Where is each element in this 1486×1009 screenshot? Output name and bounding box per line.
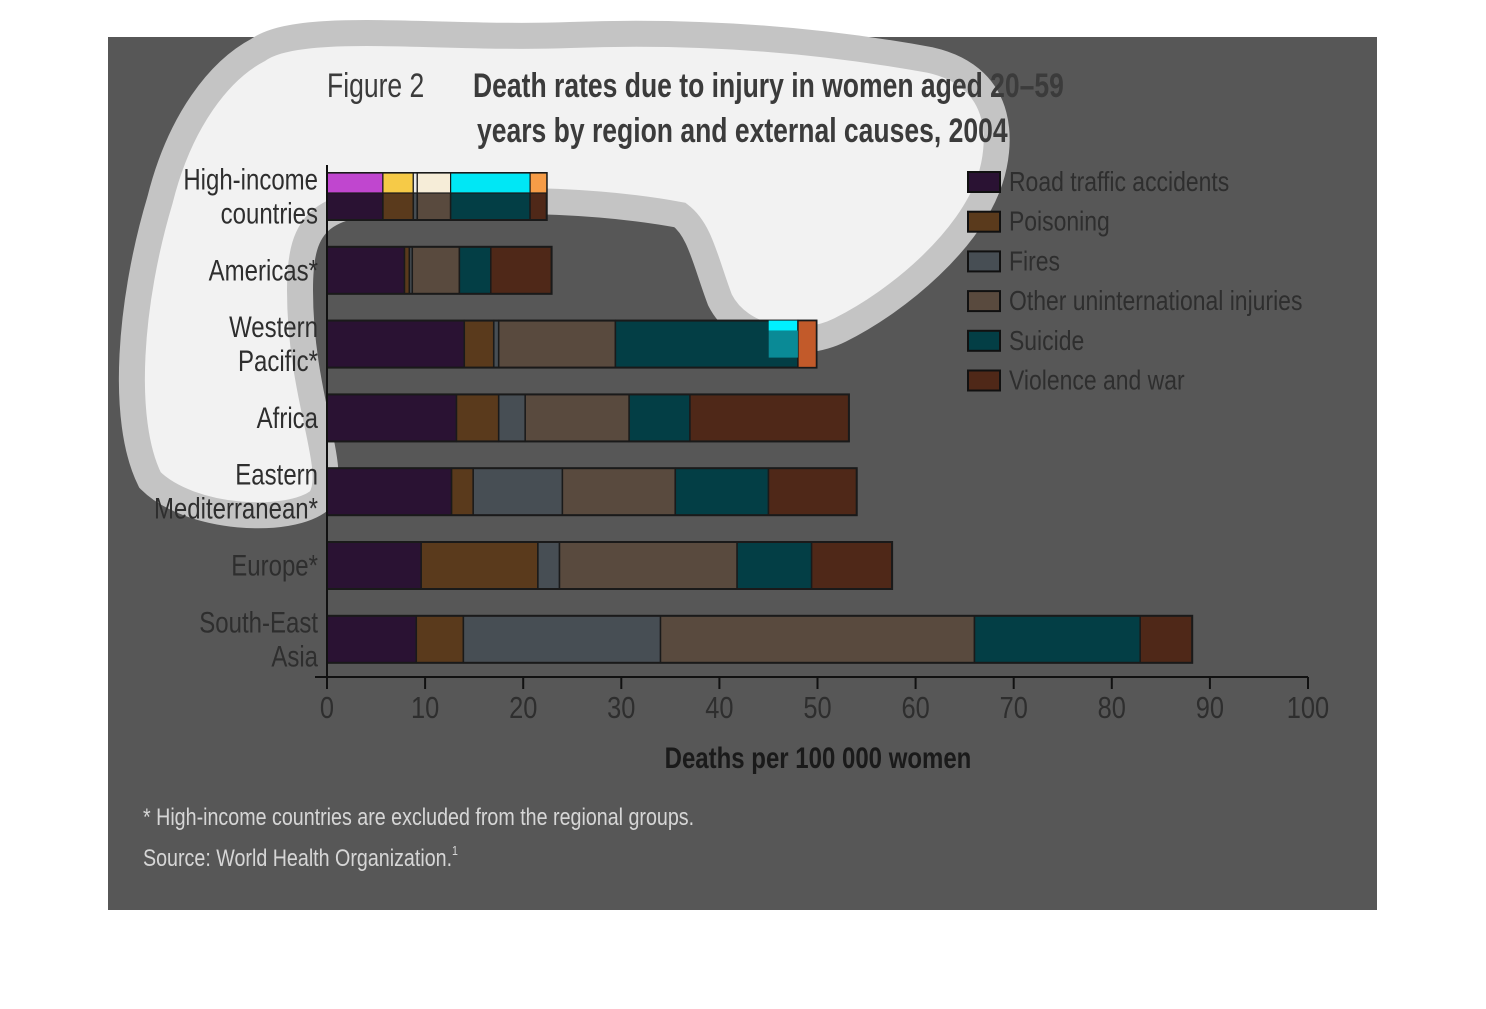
bar-segment <box>497 393 526 443</box>
x-axis: 0 10 20 30 40 50 60 70 80 90 100 <box>315 165 1329 726</box>
bar-segment-highlight <box>326 172 384 194</box>
source-note: Source: World Health Organization.1 <box>143 843 458 871</box>
legend-swatch <box>967 290 1001 313</box>
bar-segment <box>326 319 466 369</box>
spotlight-highlights <box>326 172 818 369</box>
bar-segment <box>558 541 738 590</box>
x-tick-label: 30 <box>607 691 635 726</box>
x-tick-label: 20 <box>509 691 537 726</box>
bar-segment <box>326 467 453 516</box>
legend-label: Violence and war <box>1009 365 1185 396</box>
bars-group <box>326 172 1194 664</box>
legend-label: Other uninternational injuries <box>1009 286 1302 317</box>
legend: Road traffic accidents Poisoning Fires Othe… <box>967 167 1302 396</box>
footnote: * High-income countries are excluded fro… <box>143 803 694 830</box>
bar-segment <box>524 393 630 443</box>
bar-segment <box>810 541 893 590</box>
legend-label: Poisoning <box>1009 207 1110 238</box>
bar-segment <box>472 467 564 516</box>
bar-segment <box>462 615 662 664</box>
bar-segment <box>659 615 976 664</box>
bar-segment <box>1139 615 1193 664</box>
bar-segment <box>561 467 676 516</box>
x-tick-label: 10 <box>411 691 439 726</box>
x-tick-label: 70 <box>1000 691 1028 726</box>
bar-segment <box>411 246 461 295</box>
bar-segment-highlight <box>529 172 548 194</box>
category-label: High-income <box>183 162 318 196</box>
x-tick-label: 100 <box>1287 691 1329 726</box>
bar-segment <box>326 246 406 295</box>
bar-segment <box>497 319 617 369</box>
x-axis-label: Deaths per 100 000 women <box>665 740 972 774</box>
category-label: Europe* <box>231 548 318 582</box>
bar-segment <box>450 467 474 516</box>
category-label: Eastern <box>235 457 318 491</box>
bar-segment <box>455 393 500 443</box>
bar-segment <box>326 393 458 443</box>
bar-segment <box>420 541 539 590</box>
category-label: Africa <box>257 400 319 434</box>
bar-segment-highlight <box>768 330 798 358</box>
bar-segment-highlight <box>382 172 414 194</box>
legend-label: Fires <box>1009 246 1060 277</box>
legend-label: Road traffic accidents <box>1009 167 1229 198</box>
legend-swatch <box>967 329 1001 352</box>
legend-label: Suicide <box>1009 326 1084 357</box>
bar-segment-highlight <box>450 172 531 194</box>
category-label: Americas* <box>209 253 319 287</box>
bar-segment <box>674 467 770 516</box>
bar-segment-highlight <box>412 172 418 194</box>
bar-segment <box>628 393 691 443</box>
bar-segment-highlight <box>797 319 818 369</box>
x-tick-label: 80 <box>1098 691 1126 726</box>
figure-label: Figure 2 <box>327 67 424 105</box>
bar-segment <box>537 541 561 590</box>
category-label: South-East <box>199 605 318 639</box>
category-label: Pacific* <box>238 343 318 377</box>
legend-swatch <box>967 250 1001 273</box>
category-label: Western <box>229 309 318 343</box>
category-label: Asia <box>271 639 318 673</box>
chart-title-line2: years by region and external causes, 200… <box>477 112 1008 150</box>
bar-segment <box>973 615 1142 664</box>
x-tick-label: 50 <box>803 691 831 726</box>
bar-segment <box>689 393 850 443</box>
category-label: Mediterranean* <box>154 491 318 525</box>
bar-segment <box>463 319 495 369</box>
bar-segment <box>458 246 492 295</box>
bar-segment <box>415 615 465 664</box>
category-label: countries <box>221 196 318 230</box>
highlight-region <box>118 20 1010 529</box>
x-tick-label: 60 <box>901 691 929 726</box>
bar-segment-highlight <box>416 172 452 194</box>
bar-segment <box>326 615 418 664</box>
source-text: Source: World Health Organization. <box>143 844 452 871</box>
bar-segment <box>767 467 858 516</box>
bar-segment <box>736 541 813 590</box>
bar-segment <box>490 246 553 295</box>
x-tick-label: 90 <box>1196 691 1224 726</box>
chart-title-line1: Death rates due to injury in women aged … <box>473 67 1064 105</box>
bar-segment <box>326 541 422 590</box>
x-tick-label: 0 <box>320 691 334 726</box>
bar-segment-highlight <box>768 320 798 331</box>
source-superscript: 1 <box>452 843 458 858</box>
legend-swatch <box>967 369 1001 392</box>
x-tick-label: 40 <box>705 691 733 726</box>
legend-swatch <box>967 171 1001 193</box>
legend-swatch <box>967 210 1001 233</box>
